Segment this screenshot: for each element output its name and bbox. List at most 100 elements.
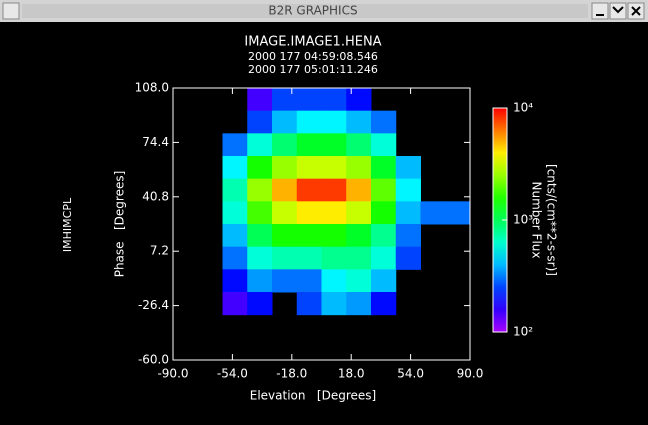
heatmap-cell (346, 201, 372, 225)
heatmap-cell (445, 201, 471, 225)
maximize-button[interactable] (609, 2, 627, 20)
heatmap-cell (222, 246, 248, 270)
heatmap-cell (272, 156, 298, 180)
heatmap-cell (247, 201, 273, 225)
heatmap-cell (296, 292, 322, 316)
x-tick-label: -54.0 (217, 367, 248, 381)
x-axis-label: Elevation [Degrees] (250, 389, 376, 403)
heatmap-cell (321, 110, 347, 134)
heatmap-cell (272, 178, 298, 202)
heatmap-cell (247, 133, 273, 157)
x-tick-label: -90.0 (157, 367, 188, 381)
window-title: B2R GRAPHICS (268, 4, 357, 18)
x-tick-label: 90.0 (457, 367, 484, 381)
heatmap-cell (371, 133, 397, 157)
y-tick-label: -26.4 (138, 298, 169, 312)
heatmap-cell (371, 224, 397, 248)
heatmap-cell (296, 178, 322, 202)
chart-title: IMAGE.IMAGE1.HENA (244, 35, 381, 50)
heatmap-cell (371, 178, 397, 202)
heatmap-cell (222, 133, 248, 157)
heatmap-cell (247, 269, 273, 293)
menu-button[interactable] (2, 2, 20, 20)
heatmap-cell (321, 88, 347, 112)
colorbar-tick-label: 10³ (513, 213, 533, 227)
heatmap-cell (296, 156, 322, 180)
heatmap-cell (346, 133, 372, 157)
heatmap-cell (321, 156, 347, 180)
chart-subtitle: 2000 177 05:01:11.246 (248, 63, 378, 76)
heatmap-cell (272, 201, 298, 225)
y-tick-label: 40.8 (142, 189, 169, 203)
y-tick-label: 7.2 (150, 244, 169, 258)
heatmap-cell (272, 110, 298, 134)
heatmap-cell (371, 269, 397, 293)
heatmap-cell (371, 156, 397, 180)
heatmap-cell (321, 292, 347, 316)
heatmap-cell (346, 110, 372, 134)
heatmap-cell (346, 178, 372, 202)
heatmap-cell (346, 292, 372, 316)
plot-frame (172, 87, 471, 361)
heatmap-cell (395, 224, 421, 248)
heatmap-cell (272, 269, 298, 293)
heatmap-cell (371, 292, 397, 316)
heatmap-cell (395, 156, 421, 180)
heatmap-cell (222, 156, 248, 180)
heatmap-cell (371, 246, 397, 270)
heatmap-cell (420, 201, 446, 225)
heatmap-cell (321, 178, 347, 202)
heatmap-cell (321, 133, 347, 157)
heatmap-cell (296, 224, 322, 248)
heatmap-cell (321, 224, 347, 248)
heatmap-cell (247, 156, 273, 180)
y-tick-label: -60.0 (138, 353, 169, 367)
heatmap-cell (247, 178, 273, 202)
heatmap-cell (247, 246, 273, 270)
y-axis-label: Phase [Degrees] (113, 171, 127, 278)
heatmap-cell (296, 269, 322, 293)
title-strip (22, 4, 588, 18)
minimize-button[interactable] (591, 2, 609, 20)
heatmap-cell (395, 178, 421, 202)
heatmap-cell (272, 246, 298, 270)
colorbar-tick-label: 10² (513, 325, 533, 339)
heatmap-cell (222, 224, 248, 248)
x-tick-label: -18.0 (276, 367, 307, 381)
heatmap-cell (296, 246, 322, 270)
heatmap-cell (222, 269, 248, 293)
heatmap-cell (395, 201, 421, 225)
colorbar-title: [cnts/(cm**2-s-sr)] (545, 164, 559, 276)
y-tick-label: 74.4 (142, 135, 169, 149)
heatmap-cell (247, 110, 273, 134)
y-tick-label: 108.0 (135, 81, 169, 95)
heatmap-cell (395, 246, 421, 270)
close-button[interactable] (627, 2, 645, 20)
heatmap-cell (272, 88, 298, 112)
heatmap-cell (296, 88, 322, 112)
heatmap-cell (321, 201, 347, 225)
x-tick-label: 54.0 (397, 367, 424, 381)
heatmap-cell (272, 224, 298, 248)
chart-subtitle: 2000 177 04:59:08.546 (248, 50, 378, 63)
heatmap-cell (346, 88, 372, 112)
heatmap-cell (222, 178, 248, 202)
heatmap-cell (371, 110, 397, 134)
heatmap-cell (272, 133, 298, 157)
heatmap-cell (222, 201, 248, 225)
heatmap-cell (296, 133, 322, 157)
heatmap-cell (222, 292, 248, 316)
colorbar-title: Number Flux (530, 182, 544, 259)
heatmap-cell (247, 88, 273, 112)
x-tick-label: 18.0 (338, 367, 365, 381)
colorbar-tick-label: 10⁴ (513, 101, 533, 115)
heatmap-cell (346, 269, 372, 293)
side-label: IMHIMCPL (61, 197, 74, 252)
heatmap-cell (247, 292, 273, 316)
heatmap-cell (321, 269, 347, 293)
heatmap-cell (296, 201, 322, 225)
heatmap-cell (346, 246, 372, 270)
heatmap-cell (321, 246, 347, 270)
heatmap-cell (296, 110, 322, 134)
